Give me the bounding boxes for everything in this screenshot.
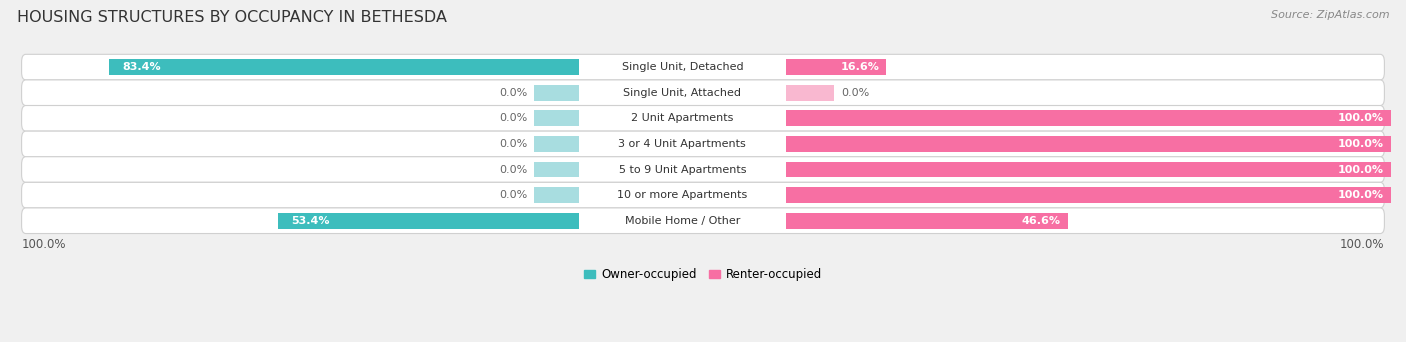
Bar (786, 136, 1391, 152)
Text: 5 to 9 Unit Apartments: 5 to 9 Unit Apartments (619, 165, 747, 174)
Text: 100.0%: 100.0% (1339, 190, 1384, 200)
Bar (108, 59, 579, 75)
Text: Single Unit, Detached: Single Unit, Detached (621, 62, 744, 72)
Text: 100.0%: 100.0% (22, 238, 66, 251)
Bar (786, 213, 1067, 229)
Text: 100.0%: 100.0% (1339, 113, 1384, 123)
FancyBboxPatch shape (21, 131, 1385, 157)
FancyBboxPatch shape (21, 157, 1385, 182)
Bar (786, 187, 1391, 203)
Legend: Owner-occupied, Renter-occupied: Owner-occupied, Renter-occupied (579, 263, 827, 286)
FancyBboxPatch shape (21, 80, 1385, 106)
FancyBboxPatch shape (21, 182, 1385, 208)
Bar (278, 213, 579, 229)
FancyBboxPatch shape (21, 208, 1385, 234)
Text: 0.0%: 0.0% (841, 88, 869, 98)
Text: 0.0%: 0.0% (499, 88, 527, 98)
Bar (534, 187, 579, 203)
Text: 100.0%: 100.0% (1340, 238, 1384, 251)
Text: Single Unit, Attached: Single Unit, Attached (623, 88, 741, 98)
Text: 0.0%: 0.0% (499, 139, 527, 149)
Bar (534, 161, 579, 177)
Text: Source: ZipAtlas.com: Source: ZipAtlas.com (1271, 10, 1389, 20)
Bar (786, 59, 886, 75)
Text: 0.0%: 0.0% (499, 165, 527, 174)
Bar (786, 161, 1391, 177)
Bar (534, 136, 579, 152)
Bar (786, 110, 1391, 126)
Bar (534, 110, 579, 126)
Text: 46.6%: 46.6% (1022, 216, 1060, 226)
Text: 0.0%: 0.0% (499, 113, 527, 123)
Bar (534, 85, 579, 101)
Bar (786, 85, 834, 101)
FancyBboxPatch shape (21, 106, 1385, 131)
Text: HOUSING STRUCTURES BY OCCUPANCY IN BETHESDA: HOUSING STRUCTURES BY OCCUPANCY IN BETHE… (17, 10, 447, 25)
FancyBboxPatch shape (21, 54, 1385, 80)
Text: 0.0%: 0.0% (499, 190, 527, 200)
Text: 3 or 4 Unit Apartments: 3 or 4 Unit Apartments (619, 139, 747, 149)
Text: 53.4%: 53.4% (291, 216, 330, 226)
Text: 100.0%: 100.0% (1339, 165, 1384, 174)
Text: 83.4%: 83.4% (122, 62, 162, 72)
Text: 10 or more Apartments: 10 or more Apartments (617, 190, 748, 200)
Text: 2 Unit Apartments: 2 Unit Apartments (631, 113, 734, 123)
Text: 16.6%: 16.6% (841, 62, 879, 72)
Text: 100.0%: 100.0% (1339, 139, 1384, 149)
Text: Mobile Home / Other: Mobile Home / Other (624, 216, 740, 226)
